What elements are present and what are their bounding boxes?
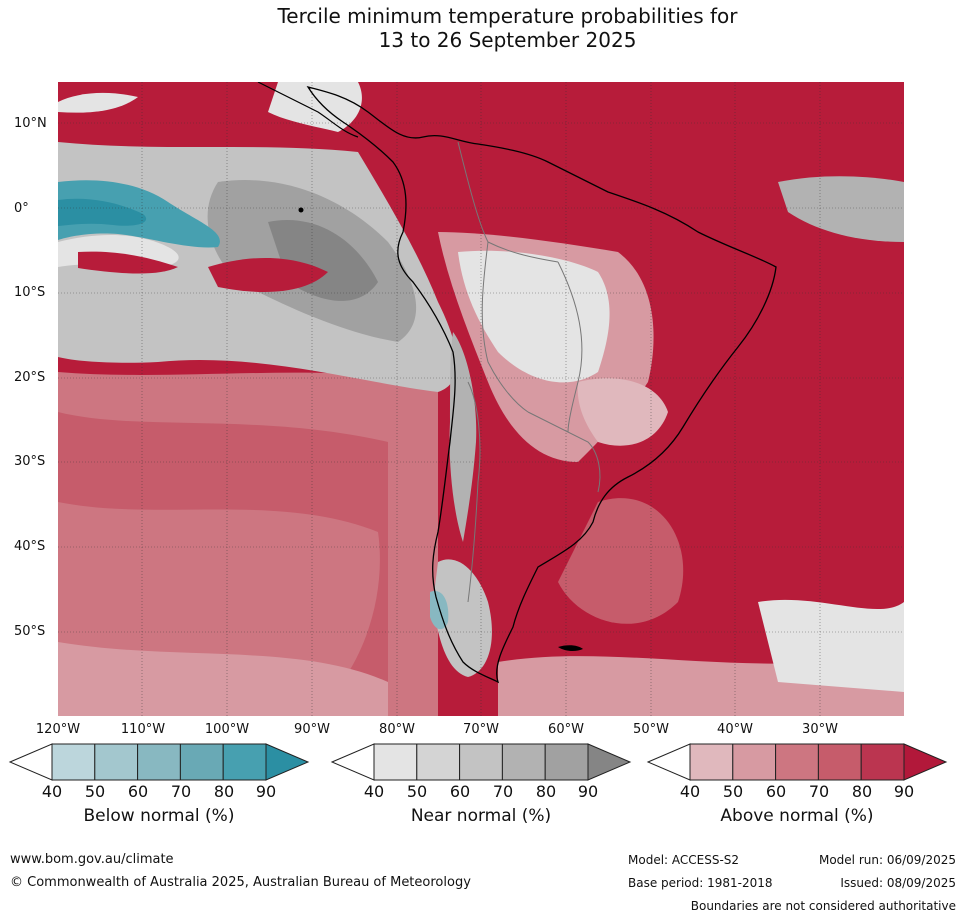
footer-issued: Issued: 08/09/2025 xyxy=(840,876,956,890)
legend-near-tick-70: 70 xyxy=(492,782,514,801)
legend-above-cell-40 xyxy=(689,743,734,781)
legend-above-tick-60: 60 xyxy=(765,782,787,801)
legend-above-upper-triangle xyxy=(903,743,948,781)
map-svg xyxy=(58,82,904,716)
legend-above-cell-50 xyxy=(732,743,777,781)
lat-label-10s: 10°S xyxy=(14,285,46,300)
legend-below-cell-60 xyxy=(137,743,181,781)
legend-above-normal xyxy=(646,743,948,781)
legend-below-lower-triangle xyxy=(8,743,53,781)
legend-above-cell-80 xyxy=(860,743,905,781)
legend-below-upper-triangle xyxy=(265,743,310,781)
legend-above-tick-80: 80 xyxy=(851,782,873,801)
footer-model: Model: ACCESS-S2 xyxy=(628,853,740,867)
legend-above-tick-50: 50 xyxy=(722,782,744,801)
legend-below-tick-90: 90 xyxy=(255,782,277,801)
legend-above-tick-40: 40 xyxy=(679,782,701,801)
zone-patagonia-below xyxy=(430,591,449,630)
legend-near-cell-80 xyxy=(544,743,589,781)
legend-below-cell-50 xyxy=(94,743,139,781)
title-line-1: Tercile minimum temperature probabilitie… xyxy=(277,4,738,28)
legend-above-cell-60 xyxy=(775,743,819,781)
falkland-islands xyxy=(558,645,583,652)
legend-near-normal xyxy=(330,743,632,781)
zone-below-normal-pacific-core xyxy=(58,198,147,226)
legend-below-tick-60: 60 xyxy=(127,782,149,801)
lon-label-80w: 80°W xyxy=(379,722,415,737)
legend-near-tick-80: 80 xyxy=(535,782,557,801)
zone-south-atlantic-near xyxy=(758,599,904,692)
graticule xyxy=(58,82,904,716)
lon-label-60w: 60°W xyxy=(548,722,584,737)
lon-label-100w: 100°W xyxy=(204,722,250,737)
zone-atlantic-near xyxy=(778,176,904,242)
lat-label-50s: 50°S xyxy=(14,624,46,639)
legend-below-tick-40: 40 xyxy=(41,782,63,801)
legend-near-tick-90: 90 xyxy=(577,782,599,801)
country-borders xyxy=(457,141,601,603)
footer-disclaimer: Boundaries are not considered authoritat… xyxy=(690,899,956,913)
zone-pacific-streak-1 xyxy=(78,251,178,274)
chart-title: Tercile minimum temperature probabilitie… xyxy=(0,4,965,52)
legend-above-tick-90: 90 xyxy=(893,782,915,801)
zone-pacific-streak-2 xyxy=(208,257,328,292)
zone-southeast-brazil-above-light xyxy=(577,378,668,446)
lon-label-30w: 30°W xyxy=(802,722,838,737)
south-america-coastline xyxy=(306,85,777,684)
lon-label-90w: 90°W xyxy=(294,722,330,737)
lon-label-120w: 120°W xyxy=(35,722,81,737)
lat-label-10n: 10°N xyxy=(14,116,47,131)
lat-label-20s: 20°S xyxy=(14,370,46,385)
legend-below-tick-50: 50 xyxy=(84,782,106,801)
title-line-2: 13 to 26 September 2025 xyxy=(378,28,637,52)
legend-above-cell-70 xyxy=(817,743,862,781)
galapagos-islands xyxy=(298,207,304,213)
legend-near-tick-50: 50 xyxy=(406,782,428,801)
lon-label-70w: 70°W xyxy=(463,722,499,737)
legend-near-cell-50 xyxy=(416,743,461,781)
legend-near-cell-70 xyxy=(501,743,546,781)
legend-below-tick-70: 70 xyxy=(170,782,192,801)
legend-below-cell-70 xyxy=(179,743,224,781)
legend-near-title: Near normal (%) xyxy=(410,806,552,826)
central-america-coastline xyxy=(257,82,359,138)
zone-central-sa-near xyxy=(458,250,610,383)
footer-base-period: Base period: 1981-2018 xyxy=(628,876,773,890)
legend-above-tick-70: 70 xyxy=(808,782,830,801)
footer-website: www.bom.gov.au/climate xyxy=(10,852,174,867)
lat-label-40s: 40°S xyxy=(14,539,46,554)
zone-north-pacific-near-2 xyxy=(58,92,138,113)
lon-label-110w: 110°W xyxy=(120,722,166,737)
legend-near-cell-40 xyxy=(373,743,418,781)
legend-near-upper-triangle xyxy=(587,743,632,781)
legend-near-cell-60 xyxy=(459,743,503,781)
zone-atlantic-above-mid xyxy=(558,498,684,624)
lat-label-0: 0° xyxy=(14,201,29,216)
legend-above-title: Above normal (%) xyxy=(720,806,874,826)
legend-below-normal xyxy=(8,743,310,781)
lon-label-50w: 50°W xyxy=(633,722,669,737)
legend-near-lower-triangle xyxy=(330,743,375,781)
lon-label-40w: 40°W xyxy=(717,722,753,737)
legend-below-title: Below normal (%) xyxy=(83,806,235,826)
legend-below-tick-80: 80 xyxy=(213,782,235,801)
legend-near-tick-60: 60 xyxy=(449,782,471,801)
legend-near-tick-40: 40 xyxy=(363,782,385,801)
legend-below-cell-80 xyxy=(222,743,267,781)
zone-patagonia-near xyxy=(433,559,492,677)
legend-above-lower-triangle xyxy=(646,743,691,781)
lat-label-30s: 30°S xyxy=(14,454,46,469)
footer-model-run: Model run: 06/09/2025 xyxy=(818,853,956,867)
legend-below-cell-40 xyxy=(51,743,96,781)
zone-far-south-above xyxy=(58,642,388,716)
probability-map xyxy=(58,82,904,716)
footer-copyright: © Commonwealth of Australia 2025, Austra… xyxy=(10,875,471,890)
